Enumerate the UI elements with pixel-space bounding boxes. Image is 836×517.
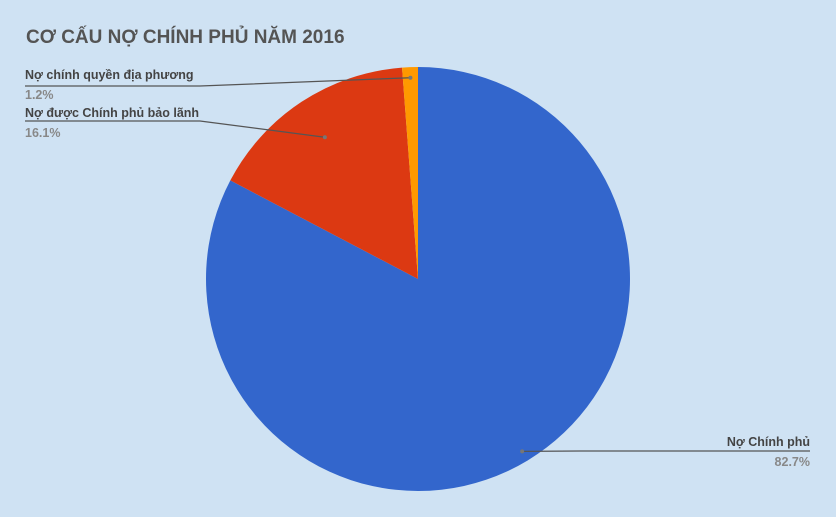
slice-value-label-2: 1.2% (25, 88, 54, 102)
slice-label-0: Nợ Chính phủ (727, 435, 810, 449)
slice-value-label-0: 82.7% (775, 455, 810, 469)
chart-title: CƠ CẤU NỢ CHÍNH PHỦ NĂM 2016 (26, 27, 345, 48)
callout-line-1 (25, 120, 325, 138)
slice-label-2: Nợ chính quyền địa phương (25, 68, 194, 82)
pie-slice-1 (230, 67, 418, 279)
callout-dot-1 (322, 135, 327, 140)
callout-line-2 (25, 77, 411, 87)
slice-value-label-1: 16.1% (25, 126, 60, 140)
callout-dot-0 (520, 449, 525, 454)
pie-slice-2 (402, 67, 418, 279)
callout-dot-2 (408, 75, 413, 80)
slice-label-1: Nợ được Chính phủ bảo lãnh (25, 106, 199, 120)
